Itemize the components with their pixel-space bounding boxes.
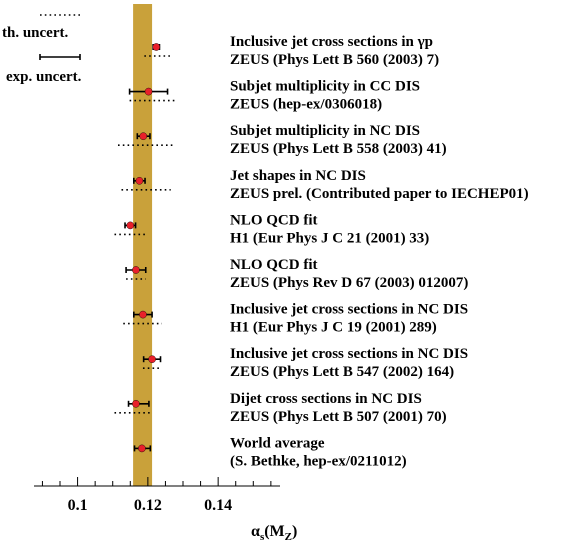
measurement-8: [142, 355, 162, 370]
central-value-point: [126, 221, 135, 230]
measurement-3-reference: ZEUS (Phys Lett B 558 (2003) 41): [230, 141, 447, 157]
measurement-5-title: NLO QCD fit: [230, 212, 318, 228]
measurement-9: [114, 399, 152, 414]
central-value-point: [148, 355, 156, 364]
x-tick-label: 0.12: [134, 497, 162, 514]
measurement-8-reference: ZEUS (Phys Lett B 547 (2002) 164): [230, 364, 454, 380]
x-axis-label-mid: (M: [264, 523, 284, 540]
measurement-10-reference: (S. Bethke, hep-ex/0211012): [230, 453, 407, 469]
measurement-4-title: Jet shapes in NC DIS: [230, 168, 366, 184]
measurement-9-title: Dijet cross sections in NC DIS: [230, 391, 422, 407]
measurement-2-reference: ZEUS (hep-ex/0306018): [230, 97, 382, 113]
central-value-point: [144, 87, 153, 96]
measurement-1-title: Inclusive jet cross sections in γp: [230, 34, 433, 50]
world-average-band-layer: [133, 4, 153, 486]
measurement-2-title: Subjet multiplicity in CC DIS: [230, 79, 420, 95]
central-value-point: [139, 310, 147, 319]
measurement-8-title: Inclusive jet cross sections in NC DIS: [230, 346, 468, 362]
central-value-point: [135, 176, 144, 185]
central-value-point: [139, 132, 148, 140]
measurement-4: [121, 176, 171, 191]
x-axis: 0.1 0.12 0.14: [34, 477, 280, 514]
uncertainty-legend: th. uncert. exp. uncert.: [2, 14, 82, 85]
x-axis-label-sub-z: Z: [285, 531, 292, 543]
world-average-band: [133, 4, 153, 486]
measurement-6: [125, 266, 147, 280]
measurement-marks-layer: [114, 43, 178, 453]
measurement-6-reference: ZEUS (Phys Rev D 67 (2003) 012007): [230, 275, 468, 291]
measurement-7-reference: H1 (Eur Phys J C 19 (2001) 289): [230, 320, 437, 336]
measurement-7-title: Inclusive jet cross sections in NC DIS: [230, 302, 468, 318]
central-value-point: [132, 399, 140, 408]
measurement-2: [128, 87, 178, 102]
measurement-3: [117, 132, 173, 146]
legend-exp-uncert-label: exp. uncert.: [6, 69, 82, 85]
measurement-5-reference: H1 (Eur Phys J C 21 (2001) 33): [230, 230, 429, 246]
x-axis-label: αs(MZ): [251, 523, 297, 543]
measurement-5: [114, 221, 148, 236]
central-value-point: [138, 444, 146, 453]
measurement-1-reference: ZEUS (Phys Lett B 560 (2003) 7): [230, 52, 439, 68]
measurement-6-title: NLO QCD fit: [230, 257, 318, 273]
measurement-labels-layer: Inclusive jet cross sections in γp ZEUS (…: [230, 34, 529, 469]
x-axis-label-sub-s: s: [260, 531, 265, 543]
x-tick-label: 0.1: [68, 497, 88, 514]
central-value-point: [132, 266, 140, 274]
measurement-4-reference: ZEUS prel. (Contributed paper to IECHEP0…: [230, 186, 529, 202]
measurement-10-title: World average: [230, 435, 325, 451]
x-axis-label-close: ): [292, 523, 297, 540]
legend-th-uncert-label: th. uncert.: [2, 25, 68, 41]
measurement-7: [123, 310, 162, 325]
measurement-10: [133, 444, 152, 453]
x-tick-label: 0.14: [204, 497, 232, 514]
central-value-point: [152, 43, 161, 51]
measurement-3-title: Subjet multiplicity in NC DIS: [230, 123, 420, 139]
measurement-9-reference: ZEUS (Phys Lett B 507 (2001) 70): [230, 409, 447, 425]
x-axis-label-alpha: α: [251, 523, 260, 540]
measurement-1: [144, 43, 173, 57]
